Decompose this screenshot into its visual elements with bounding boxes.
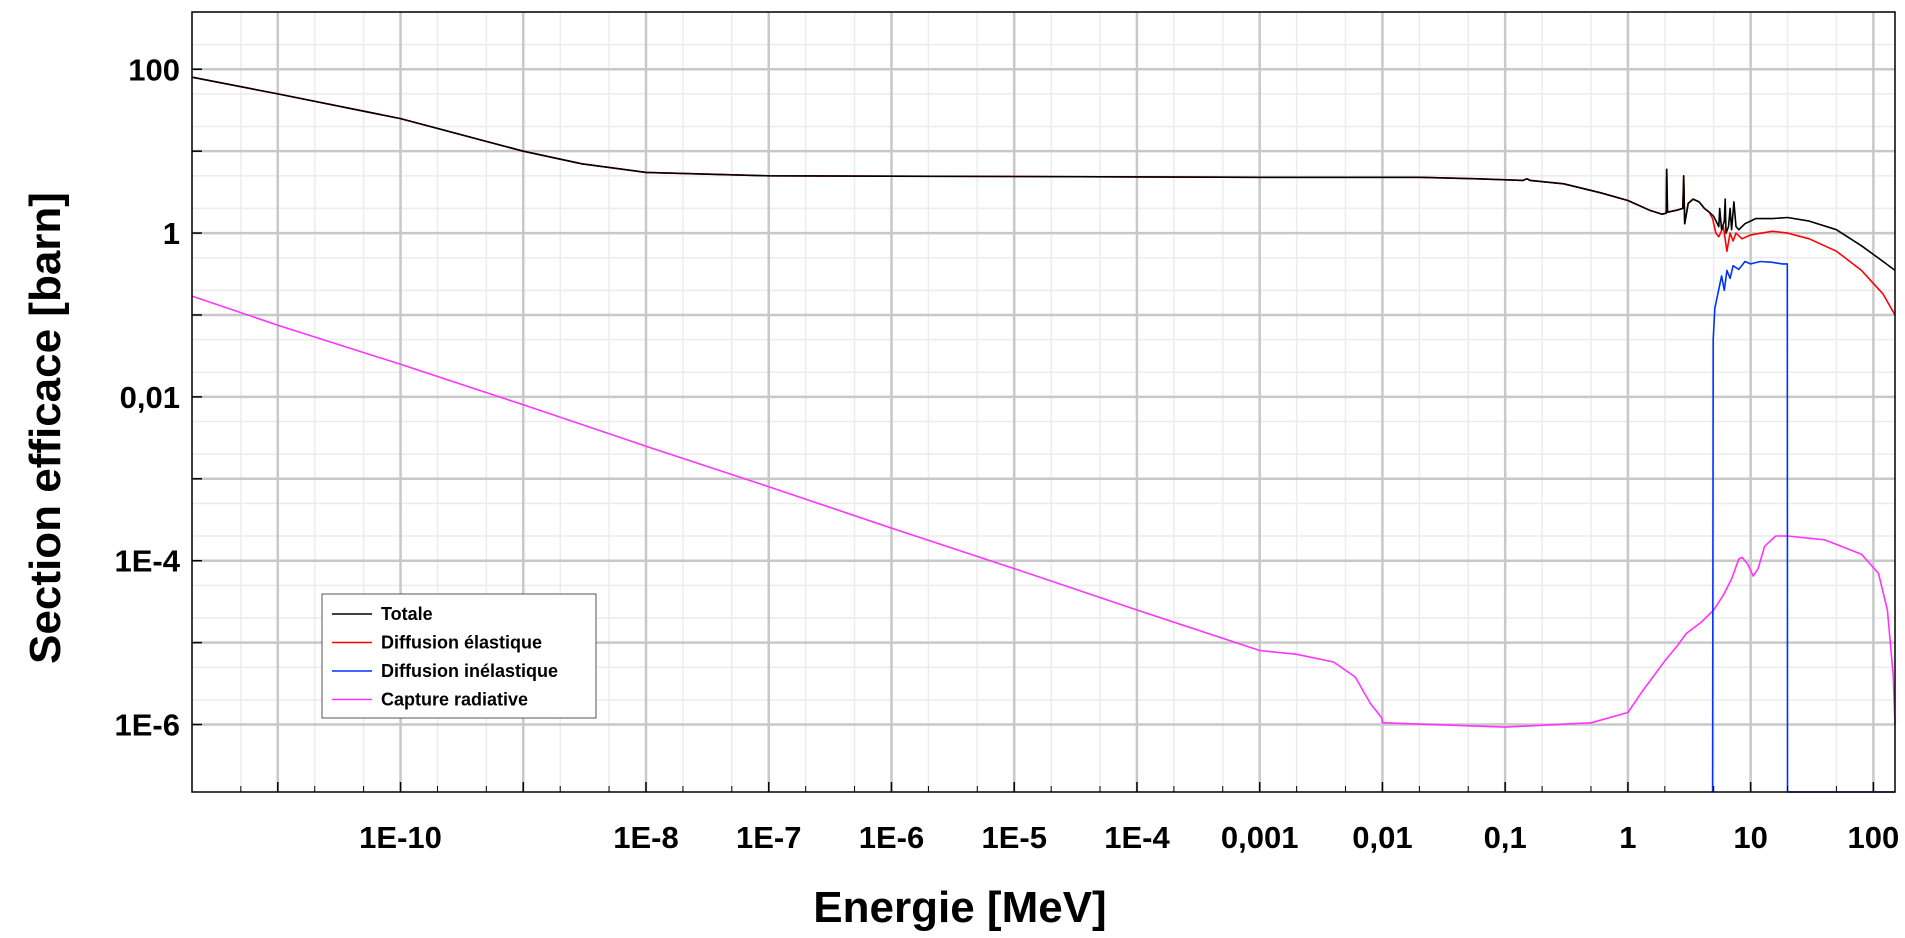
plot-frame <box>191 11 1896 793</box>
x-tick-label: 1 <box>1619 820 1636 855</box>
x-tick-label: 1E-5 <box>981 820 1046 855</box>
series-line-diffusion-inelastique <box>1711 260 1895 793</box>
x-tick-label: 1E-10 <box>359 820 442 855</box>
legend-label: Totale <box>381 604 433 624</box>
x-tick-label: 10 <box>1733 820 1767 855</box>
y-axis-title: Section efficace [barn] <box>21 192 70 664</box>
series-line-totale <box>191 76 1896 272</box>
legend-label: Capture radiative <box>381 690 528 710</box>
x-tick-label: 1E-4 <box>1104 820 1170 855</box>
y-tick-label: 0,01 <box>120 380 180 415</box>
x-tick-label: 1E-6 <box>859 820 924 855</box>
y-tick-label: 100 <box>128 52 180 87</box>
legend-label: Diffusion élastique <box>381 633 542 653</box>
x-tick-label: 1E-8 <box>613 820 678 855</box>
x-axis-title: Energie [MeV] <box>813 883 1106 932</box>
series-line-capture-radiative <box>191 295 1896 728</box>
legend: Totale Diffusion élastique Diffusion inéla… <box>321 593 597 719</box>
legend-label: Diffusion inélastique <box>381 661 558 681</box>
y-tick-label: 1 <box>163 216 180 251</box>
x-tick-label: 0,001 <box>1221 820 1299 855</box>
y-tick-label: 1E-4 <box>115 544 181 579</box>
x-tick-label: 1E-7 <box>736 820 801 855</box>
x-tick-label: 0,01 <box>1352 820 1412 855</box>
x-tick-label: 100 <box>1848 820 1900 855</box>
y-tick-label: 1E-6 <box>115 708 180 743</box>
x-tick-label: 0,1 <box>1484 820 1527 855</box>
